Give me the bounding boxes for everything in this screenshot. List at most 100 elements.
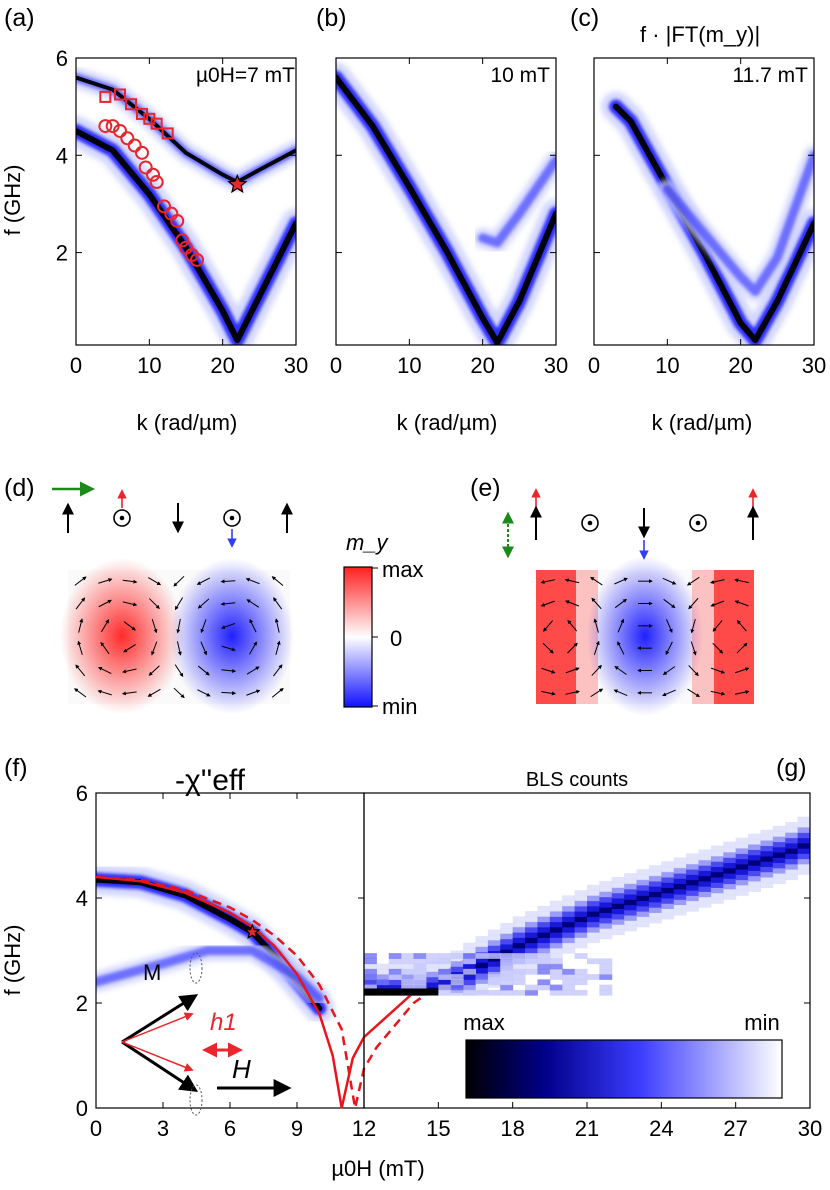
bls-cell <box>525 937 538 944</box>
bls-cell <box>438 979 452 986</box>
bls-cell <box>525 932 538 938</box>
top-xlabel-c: k (rad/µm) <box>652 410 753 435</box>
in-plane-arrow <box>245 577 260 585</box>
bls-cell <box>463 947 476 954</box>
bls-cell <box>549 916 563 923</box>
bls-cell <box>772 873 786 879</box>
in-plane-arrow <box>736 642 748 654</box>
in-plane-arrow <box>710 600 725 607</box>
bls-cell <box>364 953 377 959</box>
label-rf-field: h1 <box>210 1009 237 1036</box>
x-tick-label: 10 <box>655 353 679 378</box>
bls-cell <box>760 861 774 867</box>
bls-cell <box>537 968 551 975</box>
bls-cell <box>611 924 625 930</box>
bls-cell <box>587 890 600 896</box>
bls-cell <box>624 909 638 916</box>
colorbar-my-title: m_y <box>346 530 390 555</box>
in-plane-arrow <box>196 577 211 585</box>
bls-cell <box>599 928 613 934</box>
in-plane-arrow <box>666 619 673 634</box>
bls-cell <box>574 900 588 907</box>
bls-cell <box>549 937 563 944</box>
plot-g: 15 18 21 24 27 30 <box>363 792 822 1141</box>
bls-cell <box>525 984 538 991</box>
bls-cell <box>500 984 514 991</box>
bls-cell <box>710 877 724 883</box>
bls-cell <box>450 984 464 991</box>
in-plane-arrow <box>221 691 237 696</box>
bls-cell <box>599 933 613 940</box>
bls-cell <box>463 958 476 965</box>
bls-cell <box>562 979 576 986</box>
in-plane-arrow <box>221 668 237 673</box>
x-tick-label: 30 <box>798 1116 822 1141</box>
bls-cell <box>698 875 712 882</box>
bls-cell <box>797 827 811 833</box>
bls-cell <box>438 974 452 980</box>
bls-cell <box>425 982 439 988</box>
bls-cell <box>587 921 600 928</box>
bls-cell <box>723 883 737 890</box>
colorbar-my-zero: 0 <box>390 626 402 651</box>
panel-label-f: (f) <box>4 754 28 782</box>
bls-cell <box>624 878 638 885</box>
bls-cell <box>549 947 563 954</box>
x-tick-label: 10 <box>397 353 421 378</box>
bls-cell <box>797 848 811 854</box>
in-plane-arrow <box>97 689 112 696</box>
in-plane-arrow <box>688 665 699 677</box>
bls-cell <box>438 953 452 959</box>
bls-cell <box>648 901 662 908</box>
in-plane-arrow <box>151 641 158 656</box>
in-plane-arrow <box>663 598 676 609</box>
data-circle <box>157 199 171 214</box>
in-plane-arrow <box>122 579 138 584</box>
bls-cell <box>537 958 551 965</box>
bls-cell <box>537 926 551 933</box>
bls-cell <box>401 953 415 959</box>
bls-cell <box>599 912 613 919</box>
in-plane-arrow <box>274 618 280 633</box>
bls-cell <box>785 848 799 854</box>
bls-cell <box>549 905 563 912</box>
bls-cell <box>425 971 439 978</box>
mode-negative-region <box>170 558 294 714</box>
bls-cell <box>648 875 662 882</box>
bls-cell <box>587 895 600 902</box>
in-plane-arrow <box>173 575 185 587</box>
bls-cell <box>463 984 476 991</box>
bls-cell <box>537 921 551 928</box>
x-tick-label: 30 <box>284 353 308 378</box>
bls-cell <box>537 905 551 912</box>
bls-cell <box>735 837 749 844</box>
bls-cell <box>785 869 799 875</box>
in-plane-arrow <box>174 664 184 678</box>
bls-cell <box>624 894 638 900</box>
bls-cell <box>587 884 600 891</box>
bls-cell <box>587 926 600 933</box>
bls-cell <box>686 874 699 881</box>
bls-cell <box>475 962 489 969</box>
bls-cell <box>549 942 563 949</box>
top-xlabel-b: k (rad/µm) <box>397 410 498 435</box>
bls-cell <box>438 968 452 975</box>
x-tick-label: 6 <box>224 1116 236 1141</box>
in-plane-arrow <box>617 618 625 633</box>
in-plane-arrow <box>173 687 185 699</box>
in-plane-arrow <box>200 641 208 656</box>
bls-cell <box>549 921 563 928</box>
bls-cell <box>562 916 576 923</box>
bls-cell <box>624 915 638 921</box>
spectral-core-upper <box>76 75 296 184</box>
bls-cell <box>587 974 600 980</box>
in-plane-arrow <box>197 665 210 676</box>
data-circle <box>138 160 153 175</box>
magnetization-arrow-up <box>121 994 199 1044</box>
x-tick-label: 10 <box>137 353 161 378</box>
bls-cell <box>500 979 514 986</box>
plot-b: 0 10 20 30 <box>330 57 568 378</box>
bls-cell <box>797 863 811 870</box>
bls-cell <box>797 821 811 828</box>
in-plane-arrow <box>710 690 726 696</box>
